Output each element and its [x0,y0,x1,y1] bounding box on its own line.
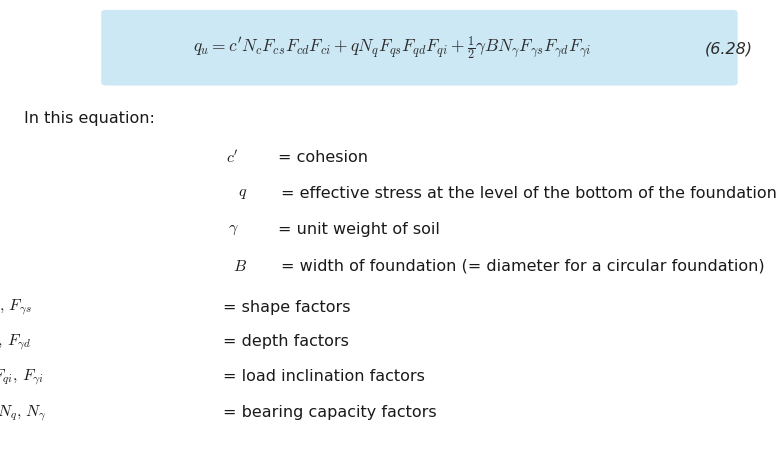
Text: $F_{cs},\, F_{qs},\, F_{\gamma s}$: $F_{cs},\, F_{qs},\, F_{\gamma s}$ [0,297,31,316]
Text: = depth factors: = depth factors [223,334,350,349]
Text: $F_{ci},\, F_{qi},\, F_{\gamma i}$: $F_{ci},\, F_{qi},\, F_{\gamma i}$ [0,366,43,386]
Text: $F_{cd},\, F_{qd},\, F_{\gamma d}$: $F_{cd},\, F_{qd},\, F_{\gamma d}$ [0,332,31,351]
Text: = unit weight of soil: = unit weight of soil [278,221,440,236]
FancyBboxPatch shape [102,12,737,86]
Text: = shape factors: = shape factors [223,299,351,314]
Text: $q_u = c'N_cF_{cs}F_{cd}F_{ci} + qN_qF_{qs}F_{qd}F_{qi} + \frac{1}{2}\gamma BN_{: $q_u = c'N_cF_{cs}F_{cd}F_{ci} + qN_qF_{… [193,35,591,63]
Text: $N_c,\, N_q,\, N_{\gamma}$: $N_c,\, N_q,\, N_{\gamma}$ [0,402,47,422]
Text: = load inclination factors: = load inclination factors [223,369,425,383]
Text: = bearing capacity factors: = bearing capacity factors [223,405,437,419]
Text: $B$: $B$ [233,258,247,273]
Text: $c'$: $c'$ [227,149,239,166]
Text: (6.28): (6.28) [705,41,753,56]
Text: In this equation:: In this equation: [24,111,154,125]
Text: = cohesion: = cohesion [278,150,368,165]
Text: $\gamma$: $\gamma$ [228,221,239,236]
Text: $q$: $q$ [238,186,247,200]
Text: = width of foundation (= diameter for a circular foundation): = width of foundation (= diameter for a … [281,258,764,273]
Text: = effective stress at the level of the bottom of the foundation: = effective stress at the level of the b… [281,186,776,200]
